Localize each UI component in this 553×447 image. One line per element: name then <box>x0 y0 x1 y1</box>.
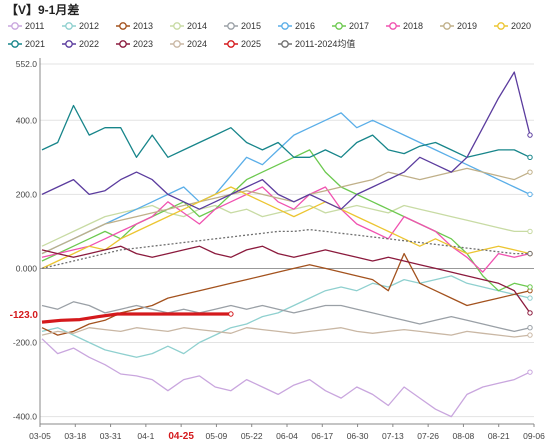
x-tick-label: 03-18 <box>64 431 86 441</box>
series-end-point <box>527 169 533 175</box>
legend-label: 2011-2024均值 <box>295 38 355 49</box>
legend-label: 2025 <box>241 39 261 49</box>
legend-label: 2014 <box>187 21 207 31</box>
legend: 2011 2012 2013 2014 2015 2016 2017 2018 2019 2020… <box>8 21 531 49</box>
y-tick-label: 552.0 <box>16 59 38 69</box>
series-line-2017 <box>41 149 531 292</box>
axes <box>39 58 535 427</box>
series-line-2011 <box>41 338 531 418</box>
legend-label: 2018 <box>403 21 423 31</box>
y-tick-label: -400.0 <box>13 412 37 422</box>
grid <box>40 63 534 418</box>
series-end-point <box>527 369 533 375</box>
series-line-2013 <box>41 252 531 336</box>
series-end-point <box>228 311 234 317</box>
x-tick-label: 08-21 <box>488 431 510 441</box>
axis-labels: 552.0 400.0 200.0 0.000 -200.0 -400.0 03-05 03-… <box>10 59 545 442</box>
x-tick-label: 03-31 <box>100 431 122 441</box>
x-tick-label: 06-30 <box>347 431 369 441</box>
series-line-2024 <box>41 327 531 338</box>
x-tick-label: 06-17 <box>311 431 333 441</box>
series-end-point <box>527 295 533 301</box>
series-line-2015 <box>41 301 531 333</box>
y-tick-label: -200.0 <box>13 338 37 348</box>
series-end-point <box>527 228 533 235</box>
legend-item-2017[interactable]: 2017 <box>332 21 369 31</box>
series-end-point <box>527 332 533 338</box>
series-line-2014 <box>41 204 530 247</box>
legend-item-2018[interactable]: 2018 <box>386 21 423 31</box>
series-end-point <box>527 250 533 257</box>
series-end-point <box>527 310 533 316</box>
series-line-2019 <box>41 167 531 255</box>
series-line-2020 <box>41 186 531 269</box>
x-tick-label: 05-09 <box>206 431 228 441</box>
x-tick-label: 05-22 <box>241 431 263 441</box>
legend-label: 2013 <box>133 21 153 31</box>
legend-item-2013[interactable]: 2013 <box>116 21 153 31</box>
x-tick-label: 09-06 <box>523 431 545 441</box>
x-tick-label: 08-08 <box>453 431 475 441</box>
legend-label: 2016 <box>295 21 315 31</box>
y-tick-label: 0.000 <box>16 263 38 273</box>
legend-label: 2012 <box>79 21 99 31</box>
legend-label: 2023 <box>133 39 153 49</box>
legend-label: 2019 <box>457 21 477 31</box>
legend-item-2021[interactable]: 2021 <box>8 39 45 49</box>
legend-item-2012[interactable]: 2012 <box>62 21 99 31</box>
legend-item-2025[interactable]: 2025 <box>224 39 261 49</box>
x-tick-label: 07-26 <box>417 431 439 441</box>
series-line-2012 <box>41 275 531 358</box>
legend-label: 2020 <box>511 21 531 31</box>
series-group <box>41 71 533 418</box>
series-line-2025 <box>41 312 231 324</box>
series-line-2022 <box>41 71 531 210</box>
legend-label: 2024 <box>187 39 207 49</box>
legend-item-2011-2024均值[interactable]: 2011-2024均值 <box>278 38 355 49</box>
series-line-2021 <box>41 104 531 158</box>
legend-item-2019[interactable]: 2019 <box>440 21 477 31</box>
x-tick-label: 07-13 <box>382 431 404 441</box>
legend-item-2024[interactable]: 2024 <box>170 39 207 49</box>
legend-item-2014[interactable]: 2014 <box>170 21 207 31</box>
current-value-label: -123.0 <box>10 310 39 321</box>
legend-label: 2022 <box>79 39 99 49</box>
legend-item-2020[interactable]: 2020 <box>494 21 531 31</box>
y-tick-label: 400.0 <box>16 115 38 125</box>
legend-label: 2015 <box>241 21 261 31</box>
chart-title: 【V】9-1月差 <box>6 2 79 17</box>
legend-label: 2011 <box>25 21 44 31</box>
legend-label: 2021 <box>25 39 45 49</box>
series-line-2018 <box>41 186 531 273</box>
legend-item-2015[interactable]: 2015 <box>224 21 261 31</box>
x-tick-label: 04-25 <box>168 431 194 442</box>
legend-item-2023[interactable]: 2023 <box>116 39 153 49</box>
legend-item-2011[interactable]: 2011 <box>8 21 44 31</box>
series-line-2016 <box>41 112 531 255</box>
series-end-point <box>527 284 533 290</box>
x-tick-label: 06-04 <box>276 431 298 441</box>
x-tick-label: 04-1 <box>137 431 154 441</box>
series-line-2023 <box>41 245 531 314</box>
legend-item-2022[interactable]: 2022 <box>62 39 99 49</box>
series-end-point <box>527 154 533 161</box>
x-tick-label: 03-05 <box>29 431 51 441</box>
y-tick-label: 200.0 <box>16 189 38 199</box>
legend-label: 2017 <box>349 21 369 31</box>
legend-item-2016[interactable]: 2016 <box>278 21 315 31</box>
series-end-point <box>527 132 533 138</box>
series-end-point <box>527 191 533 198</box>
series-end-point <box>527 325 533 331</box>
